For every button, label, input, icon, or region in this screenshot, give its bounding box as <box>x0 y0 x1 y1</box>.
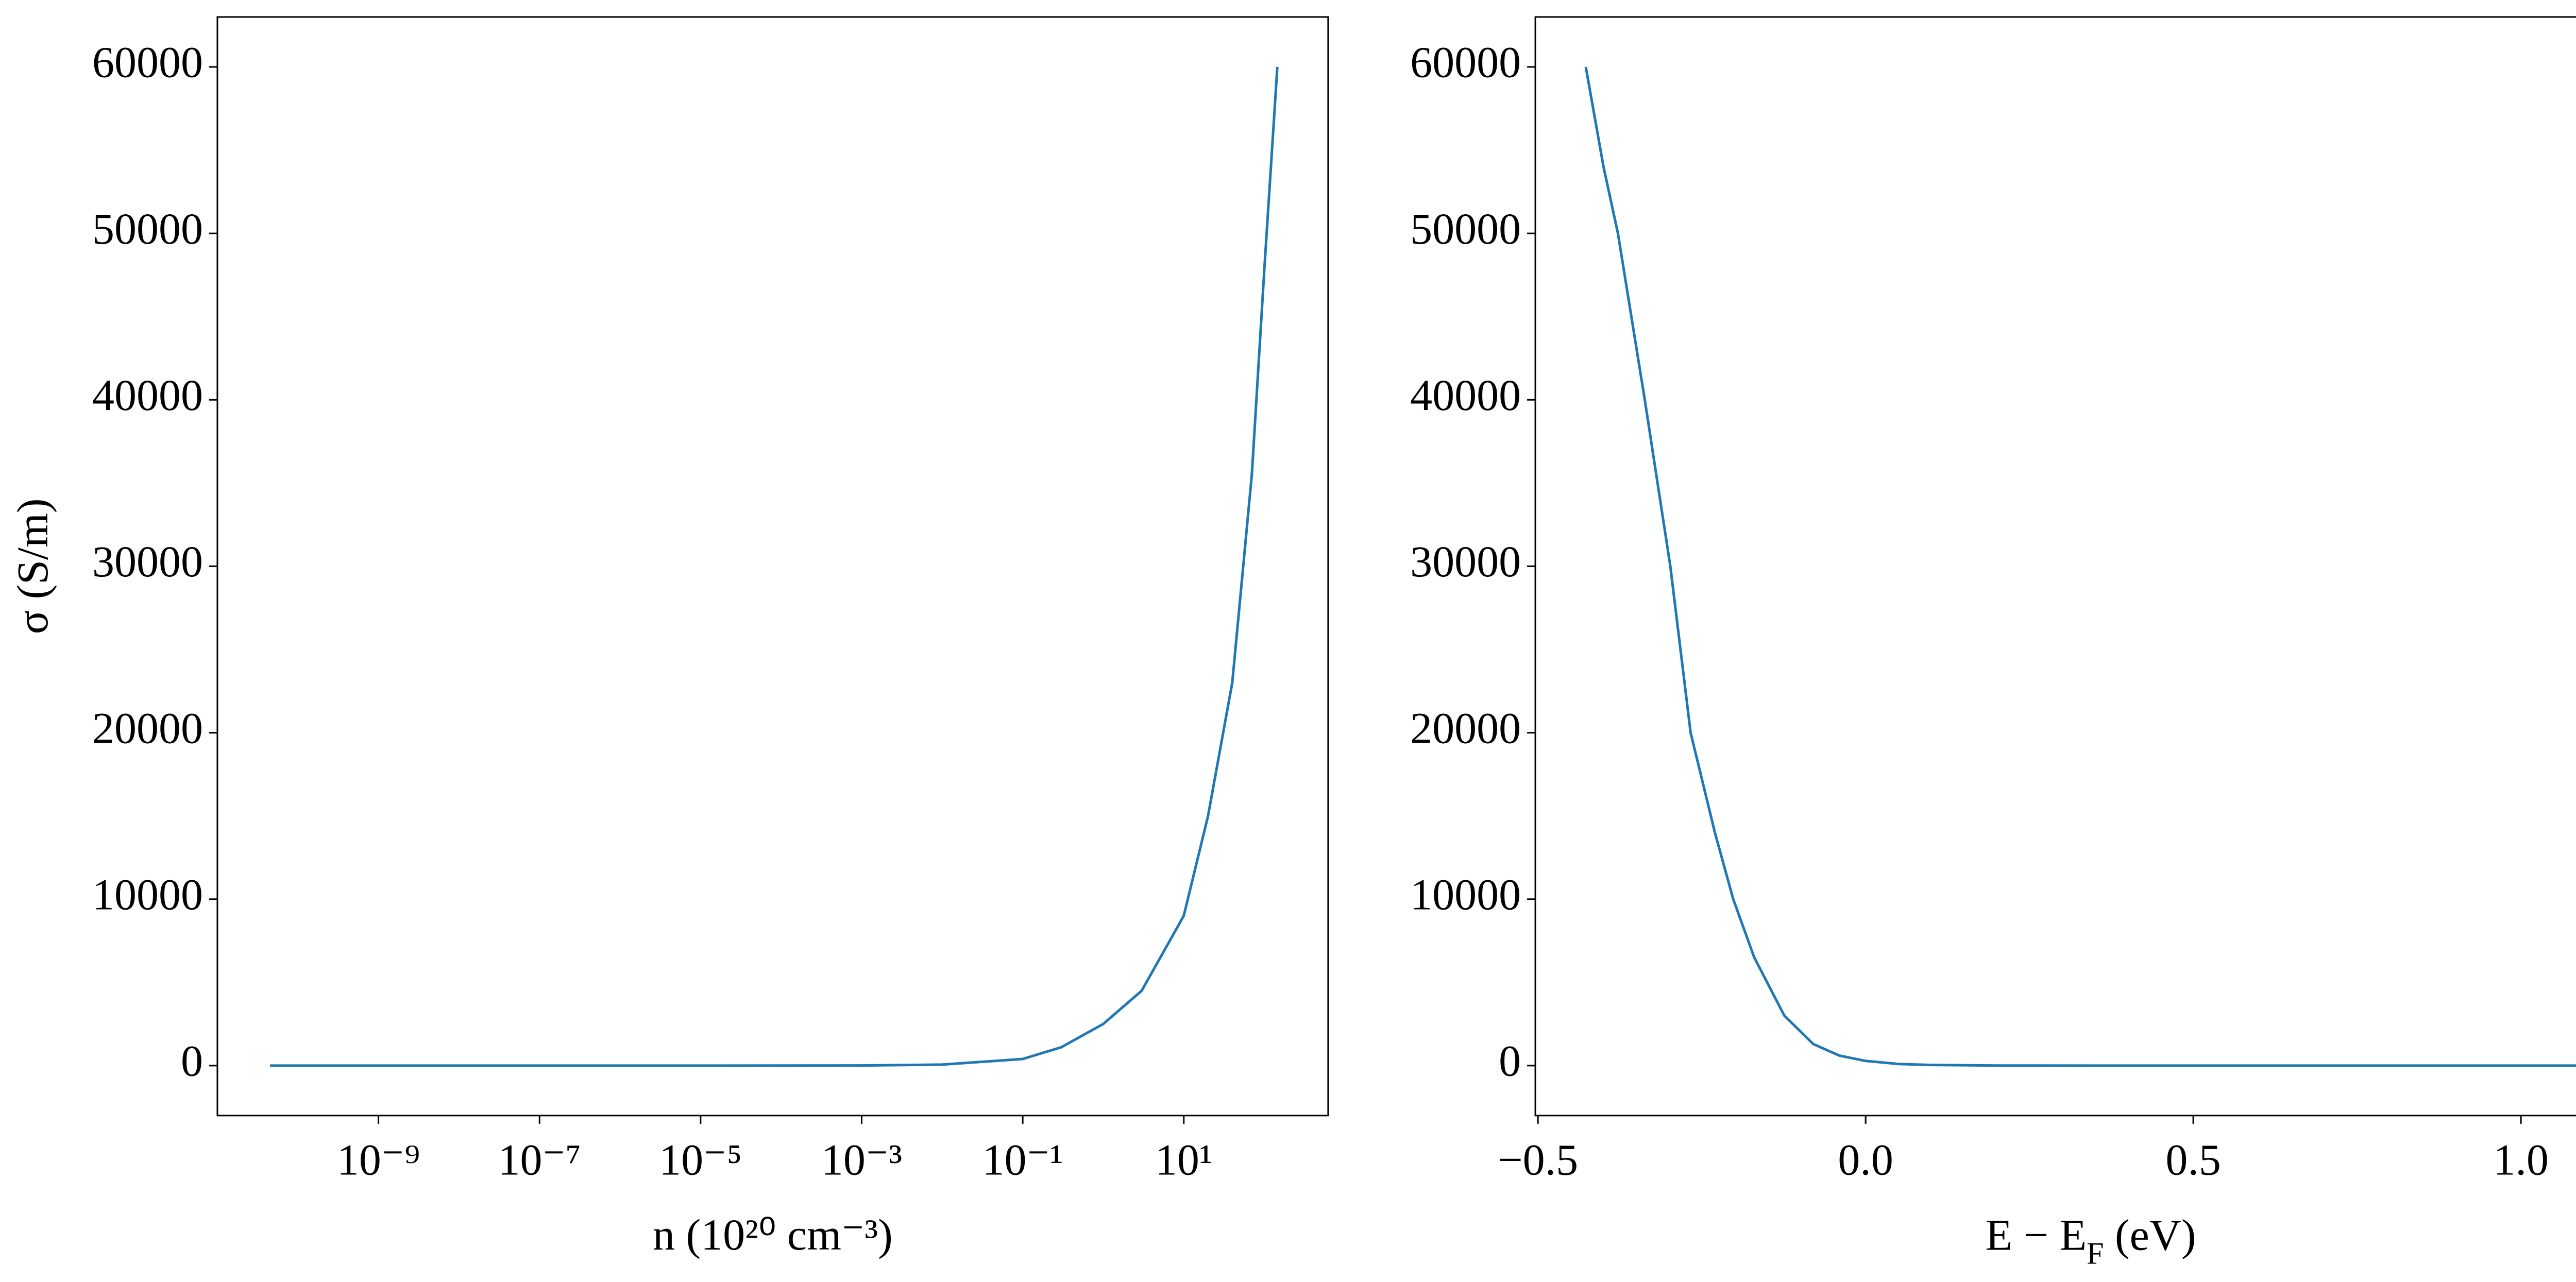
x-tick-label: 10⁻⁵ <box>659 1135 742 1185</box>
y-tick-label: 60000 <box>92 38 203 87</box>
x-axis-label-part: (eV) <box>2104 1210 2196 1259</box>
axes-frame <box>1534 16 2576 1117</box>
x-tick-label: 0.5 <box>2165 1135 2221 1185</box>
y-tick-label: 60000 <box>1410 38 1521 87</box>
y-tick-label: 10000 <box>1410 869 1521 919</box>
y-tick-label: 10000 <box>92 869 203 919</box>
y-tick-label: 30000 <box>1410 537 1521 586</box>
x-tick-label: −0.5 <box>1498 1135 1578 1185</box>
y-tick-label: 50000 <box>1410 204 1521 253</box>
y-tick-label: 30000 <box>92 537 203 586</box>
x-tick-label: 10⁻⁷ <box>498 1135 581 1185</box>
y-tick-label: 0 <box>181 1036 203 1086</box>
x-axis-label-part: E − E <box>1986 1210 2087 1259</box>
line-series <box>1584 66 2576 1067</box>
line-series <box>270 66 1279 1067</box>
x-axis-label: n (10²⁰ cm⁻³) <box>653 1210 893 1259</box>
y-tick-label: 50000 <box>92 204 203 253</box>
axes-frame <box>216 16 1329 1117</box>
y-tick-label: 40000 <box>1410 370 1521 420</box>
x-tick-label: 10⁻⁹ <box>337 1135 420 1185</box>
x-tick-label: 10⁻³ <box>821 1135 902 1185</box>
x-tick-label: 0.0 <box>1838 1135 1893 1185</box>
y-axis-label: σ (S/m) <box>8 499 57 635</box>
x-axis-label-part: F <box>2087 1236 2104 1270</box>
y-tick-label: 40000 <box>92 370 203 420</box>
x-tick-label: 10⁻¹ <box>982 1135 1063 1185</box>
y-tick-label: 0 <box>1499 1036 1521 1086</box>
chart-panel: 0 10000 20000 30000 40000 50000 60000 10⁻⁹ 10⁻⁷ 1… <box>8 16 1329 1259</box>
y-tick-label: 20000 <box>92 703 203 753</box>
y-tick-label: 20000 <box>1410 703 1521 753</box>
x-tick-label: 10¹ <box>1155 1135 1213 1185</box>
chart-panel: 0 10000 20000 30000 40000 50000 60000 −0.5 0.0 0.… <box>1410 16 2576 1270</box>
x-axis-label: E − EF (eV) <box>1986 1210 2196 1270</box>
x-tick-label: 1.0 <box>2493 1135 2549 1185</box>
